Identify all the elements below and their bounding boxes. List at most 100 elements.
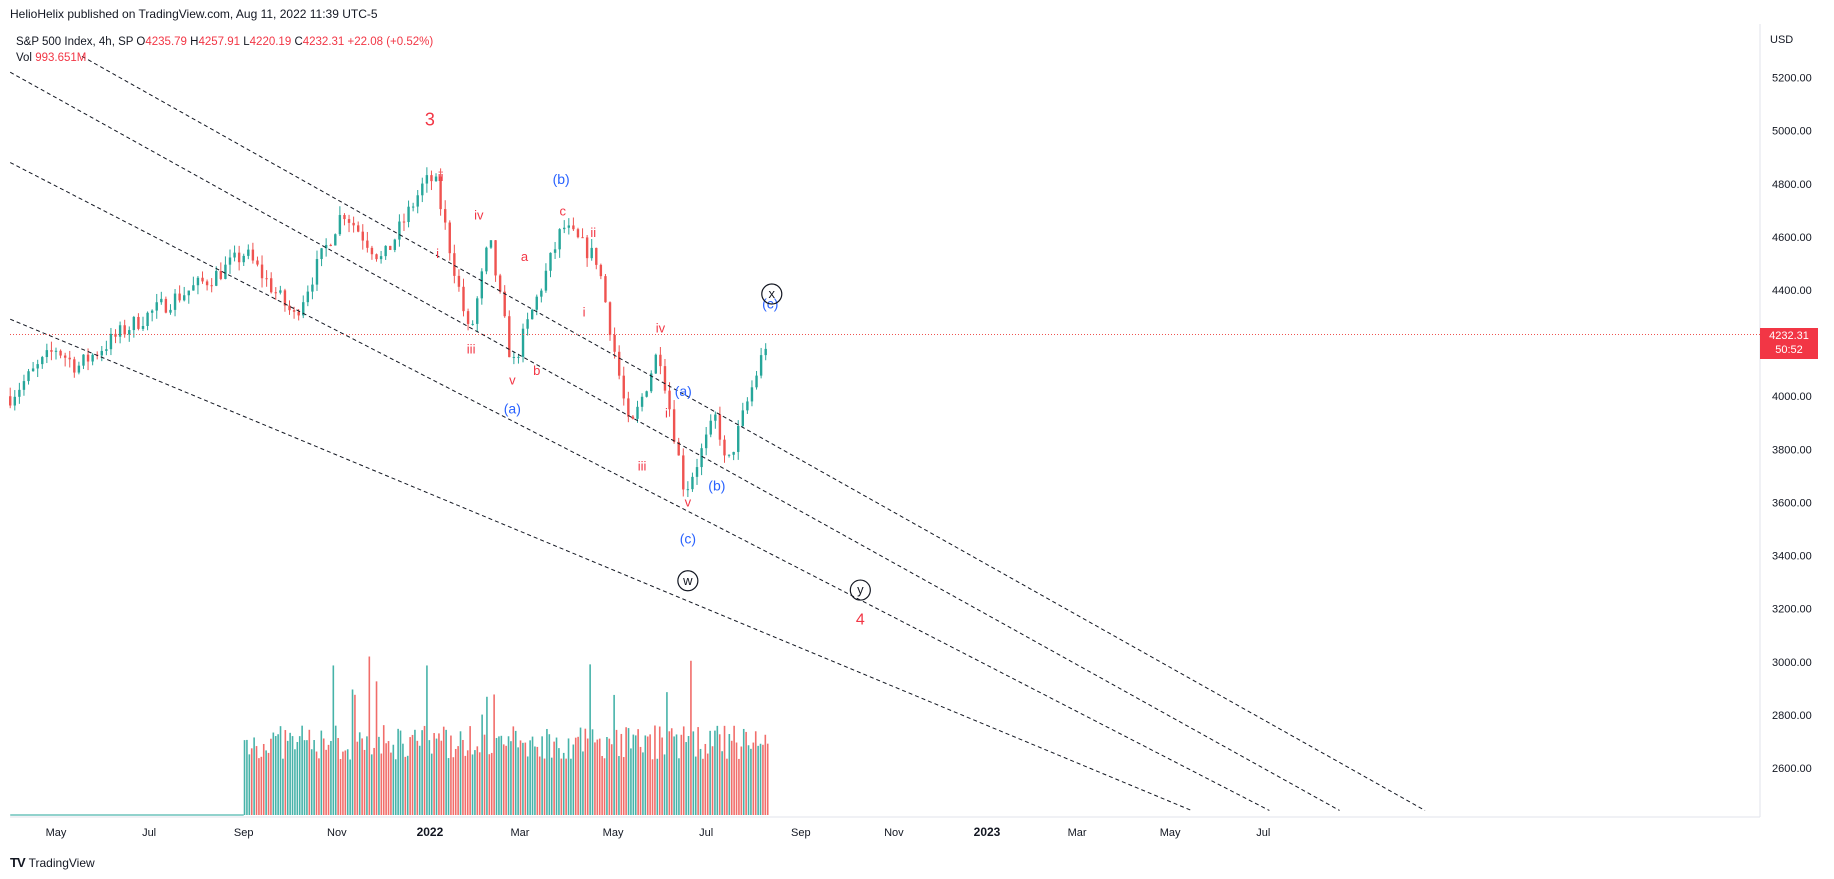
legend-symbol[interactable]: S&P 500 Index, 4h, SP [16,36,134,48]
volume-bar [558,748,560,815]
volume-bar [572,744,575,815]
volume-bar [243,740,246,815]
candle-body [105,349,108,351]
candle-body [549,252,552,271]
volume-bar [428,740,431,815]
wave-label: i [436,246,439,261]
volume-bar [637,729,639,815]
candle-body [709,420,712,435]
candle-body [668,390,671,410]
wave-label: (a) [675,383,692,399]
candle-body [677,441,680,456]
volume-bar [248,754,251,815]
volume-bar [296,741,299,815]
volume-bar [613,694,615,815]
candle-body [324,244,328,249]
legend-volume-label[interactable]: Vol [16,52,32,64]
volume-bar [730,740,733,815]
volume-bar [502,744,505,815]
volume-bar [447,758,450,815]
candle-body [375,254,378,260]
volume-bar [668,731,671,815]
volume-bar [546,728,548,815]
wave-label-circle [761,283,783,305]
legend-ohlc-row[interactable]: S&P 500 Index, 4h, SP O4235.79 H4257.91 … [16,34,433,50]
candle-body [247,249,250,256]
volume-bar [517,747,519,815]
volume-bar [483,734,486,815]
volume-bar [522,742,524,815]
candle-body [251,249,255,261]
volume-bar [250,748,253,815]
candle-body [599,264,603,277]
chart-area[interactable]: 5200.00 5000.00 4800.00 4600.00 4400.00 4000.… [0,22,1834,857]
candle-body [608,302,612,336]
candle-body [590,247,593,259]
volume-bar [450,735,452,815]
candle-body [411,206,415,208]
time-tick-label: Jul [1256,827,1270,839]
candle-body [759,355,763,376]
volume-bar [478,752,481,815]
volume-bar [474,750,476,815]
legend-volume-row[interactable]: Vol 993.651M [16,50,433,66]
candle-body [714,414,717,421]
channel-trend-line [9,162,1270,811]
candle-body [663,366,667,391]
volume-bar [658,726,661,815]
volume-bar [270,738,272,815]
candle-body [219,270,223,279]
volume-bar [481,714,483,815]
volume-bar [622,757,625,815]
volume-bar [738,758,740,815]
candle-body [183,295,186,301]
candle-body [68,357,71,360]
volume-bar [361,738,363,815]
volume-bar [246,739,248,815]
price-chart[interactable]: 5200.00 5000.00 4800.00 4600.00 4400.00 4000.… [0,22,1834,857]
candle-body [22,381,26,390]
volume-bar [493,694,495,815]
candle-body [347,219,351,223]
volume-bar [745,731,747,815]
candle-body [617,351,621,376]
volume-bar [363,749,366,815]
volume-bar [666,692,668,815]
candle-body [164,298,168,313]
volume-bar [366,736,368,815]
volume-bar [258,758,260,815]
candle-body [334,234,337,246]
volume-bar [562,752,565,815]
volume-bar [486,696,488,815]
candle-body [160,298,163,303]
candle-body [521,328,525,357]
tradingview-logo-icon[interactable]: TV [10,855,26,870]
candle-body [695,467,699,477]
candle-body [443,209,447,223]
candle-body [622,375,625,399]
candle-body [297,311,300,316]
volume-bar [718,734,721,815]
last-price-value: 4232.31 [1769,330,1809,342]
candle-body [544,270,548,291]
volume-bar [673,736,675,815]
candle-body [155,302,158,311]
candle-body [343,215,346,220]
last-price-tag: 4232.31 50:52 [1760,328,1818,359]
volume-bar [390,752,392,815]
tradingview-brand[interactable]: TradingView [28,855,95,870]
volume-bar [601,756,603,815]
footer-branding[interactable]: TV TradingView [10,855,95,870]
wave-label: 4 [856,612,865,629]
time-tick-label: May [1160,827,1181,839]
legend-high-label: H [190,36,199,48]
volume-bar [426,665,428,815]
wave-label: (a) [504,400,521,416]
chart-legend[interactable]: S&P 500 Index, 4h, SP O4235.79 H4257.91 … [16,34,433,66]
volume-bar [440,740,443,815]
price-tick-label: 5200.00 [1772,73,1812,85]
currency-label[interactable]: USD [1770,34,1794,46]
volume-bar [402,743,404,815]
price-tick-label: 2800.00 [1772,710,1812,722]
volume-bar [711,746,714,815]
